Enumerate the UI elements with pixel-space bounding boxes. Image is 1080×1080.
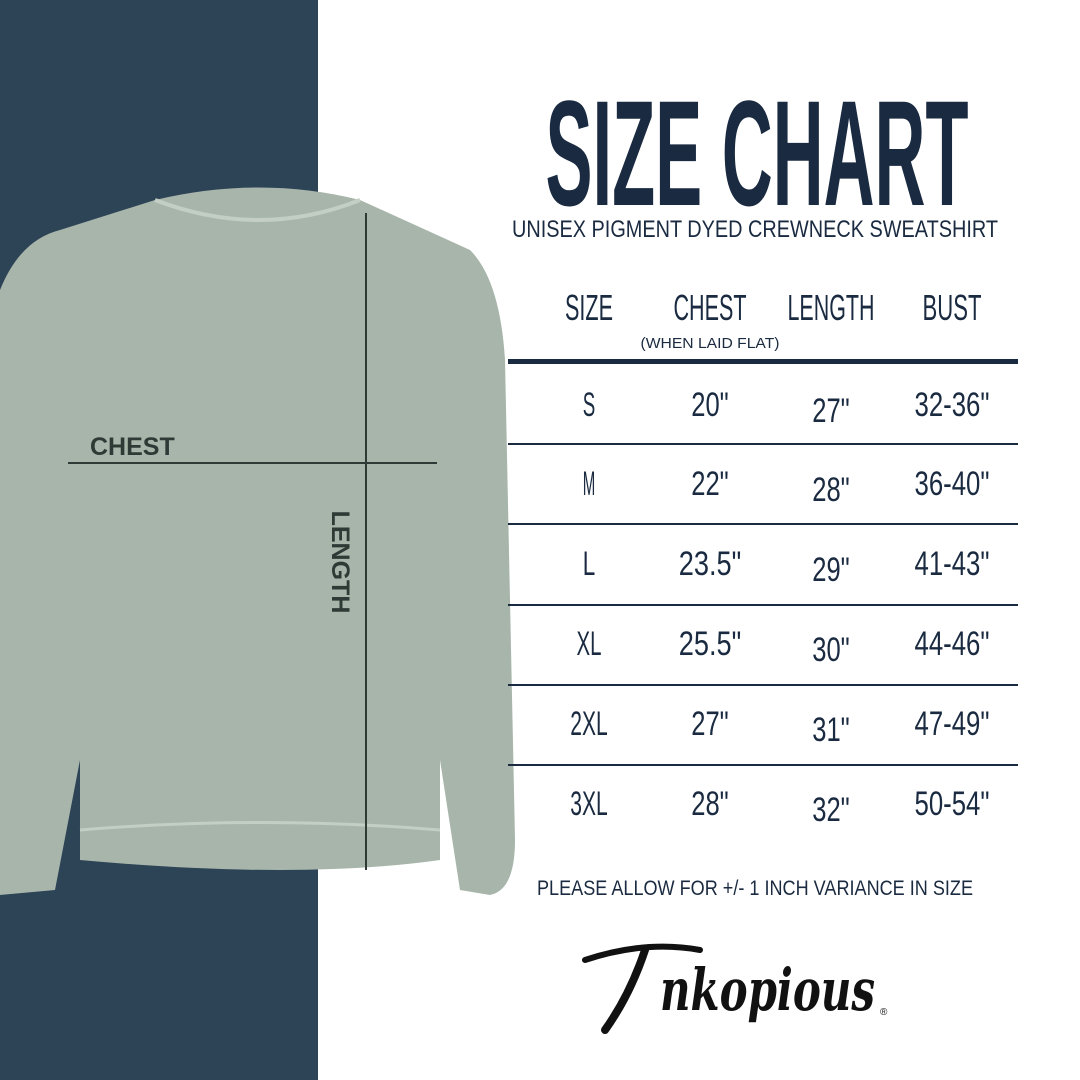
cell-chest: 28" xyxy=(691,785,729,823)
header-size: SIZE xyxy=(565,287,613,328)
cell-size: L xyxy=(583,545,596,583)
cell-size: S xyxy=(583,386,596,424)
length-label: LENGTH xyxy=(326,511,354,614)
row-divider xyxy=(508,684,1018,686)
cell-size: 3XL xyxy=(570,785,608,823)
cell-chest: 27" xyxy=(691,705,729,743)
cell-bust: 36-40" xyxy=(915,465,990,503)
chest-note: (WHEN LAID FLAT) xyxy=(641,335,780,352)
row-divider xyxy=(508,764,1018,766)
table-row: 3XL 28" 32" 50-54" xyxy=(570,785,989,829)
cell-size: 2XL xyxy=(570,705,608,743)
table-row: 2XL 27" 31" 47-49" xyxy=(570,705,989,749)
cell-length: 28" xyxy=(812,471,850,509)
cell-bust: 44-46" xyxy=(915,625,990,663)
row-divider xyxy=(508,443,1018,445)
cell-length: 29" xyxy=(812,551,850,589)
cell-length: 32" xyxy=(812,791,850,829)
collar xyxy=(154,198,361,222)
inkopious-logo: nkopious ® xyxy=(582,943,888,1034)
cell-bust: 32-36" xyxy=(915,386,990,424)
header-length: LENGTH xyxy=(788,287,875,328)
cell-chest: 25.5" xyxy=(679,625,742,663)
sweatshirt-illustration: CHEST LENGTH xyxy=(0,187,515,895)
subtitle: UNISEX PIGMENT DYED CREWNECK SWEATSHIRT xyxy=(512,216,998,243)
table-body: S 20" 27" 32-36" M 22" 28" 36-40" L 23.5" 29" 41-43… xyxy=(508,386,1018,829)
cell-bust: 41-43" xyxy=(915,545,990,583)
cell-chest: 22" xyxy=(691,465,729,503)
table-row: L 23.5" 29" 41-43" xyxy=(583,545,990,589)
header-divider xyxy=(508,359,1018,364)
table-row: M 22" 28" 36-40" xyxy=(583,465,990,509)
cell-size: XL xyxy=(577,625,602,663)
header-bust: BUST xyxy=(923,287,982,328)
cell-size: M xyxy=(583,465,596,503)
cell-length: 30" xyxy=(812,631,850,669)
waistband-seam xyxy=(79,821,441,832)
cell-bust: 50-54" xyxy=(915,785,990,823)
page-title: SIZE CHART xyxy=(546,69,969,237)
chest-label: CHEST xyxy=(90,433,175,461)
sweatshirt-body xyxy=(0,187,515,895)
cell-bust: 47-49" xyxy=(915,705,990,743)
cell-chest: 23.5" xyxy=(679,545,742,583)
row-divider xyxy=(508,523,1018,525)
cell-chest: 20" xyxy=(691,386,729,424)
svg-text:nkopious: nkopious xyxy=(660,956,875,1024)
row-divider xyxy=(508,604,1018,606)
svg-text:®: ® xyxy=(880,1007,888,1018)
table-row: XL 25.5" 30" 44-46" xyxy=(577,625,990,669)
cell-length: 31" xyxy=(812,711,850,749)
header-chest: CHEST xyxy=(674,287,747,328)
table-row: S 20" 27" 32-36" xyxy=(583,386,990,430)
variance-note: PLEASE ALLOW FOR +/- 1 INCH VARIANCE IN … xyxy=(537,877,973,900)
cell-length: 27" xyxy=(812,392,850,430)
